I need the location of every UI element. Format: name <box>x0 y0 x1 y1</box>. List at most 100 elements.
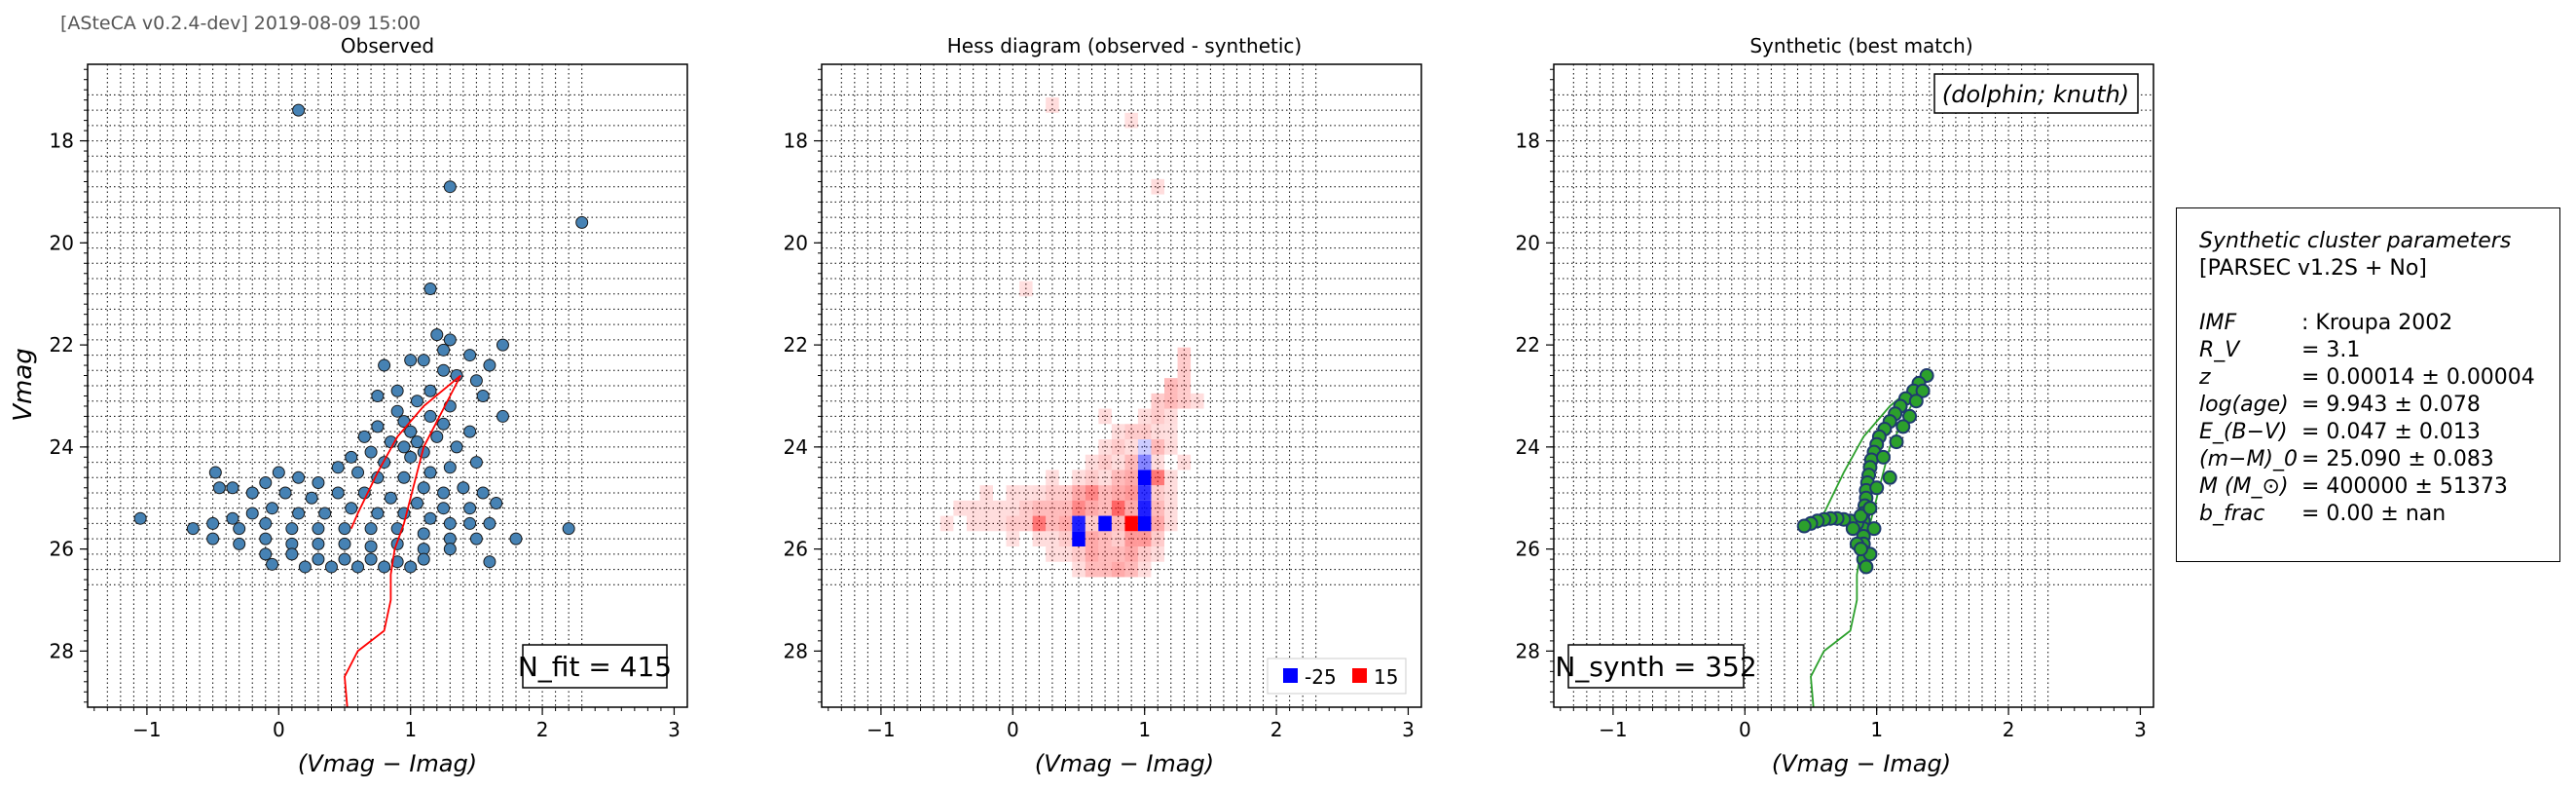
data-point <box>292 470 306 484</box>
data-point <box>463 349 477 362</box>
heat-cell <box>1137 454 1152 470</box>
heat-cell <box>1098 531 1112 546</box>
heat-cell <box>1098 408 1112 425</box>
heat-cell <box>1085 546 1099 562</box>
heat-cell <box>1137 561 1152 578</box>
x-tick-label: 2 <box>1270 718 1283 741</box>
data-point <box>397 470 411 484</box>
method-tag <box>1933 73 2139 114</box>
data-point <box>312 522 325 536</box>
y-tick-label: 20 <box>50 231 74 254</box>
data-point <box>483 555 497 569</box>
heat-cell <box>1046 97 1059 113</box>
heat-cell <box>1137 470 1152 486</box>
heat-cell <box>1151 424 1164 439</box>
heat-cell <box>1124 485 1138 501</box>
x-tick-label: −1 <box>132 718 161 741</box>
data-point <box>437 363 451 377</box>
bin-grid <box>1554 64 2153 707</box>
data-point <box>272 466 285 479</box>
heat-cell <box>966 515 980 532</box>
data-point <box>338 537 351 550</box>
y-tick-label: 22 <box>1516 333 1540 357</box>
data-point <box>463 502 477 515</box>
heat-cell <box>1164 470 1178 486</box>
heat-cell <box>1151 485 1164 501</box>
data-point <box>292 507 306 520</box>
data-point <box>437 343 451 357</box>
data-point <box>351 466 365 479</box>
data-point <box>443 516 457 530</box>
y-tick-label: 20 <box>1516 231 1540 254</box>
axes: −1 0 1 2 3 18 20 22 24 26 28 <box>784 63 1422 741</box>
heat-cell <box>966 500 980 516</box>
heat-cell <box>1151 531 1164 546</box>
heat-cell <box>1098 485 1112 501</box>
heat-cell <box>1032 500 1047 516</box>
synthetic-panel: Synthetic (best match) −1 0 1 2 3 18 20 22 24 26 2… <box>1516 34 2154 777</box>
heat-cell <box>1124 531 1138 546</box>
param-name: R_V <box>2199 338 2240 362</box>
params-subtitle: [PARSEC v1.2S + No] <box>2199 256 2427 281</box>
heat-cell <box>953 500 967 516</box>
n-synth-label: N_synth = 352 <box>1555 651 1756 683</box>
heat-cell <box>1085 500 1099 516</box>
method-tag-label: (dolphin; knuth) <box>1942 81 2129 108</box>
data-point <box>390 384 404 397</box>
heat-cells <box>939 97 1204 578</box>
y-tick-label: 24 <box>50 435 74 459</box>
data-point <box>423 409 437 423</box>
heat-cell <box>1006 485 1020 501</box>
data-marks <box>1796 368 1934 708</box>
heat-cell <box>1058 515 1073 532</box>
data-point <box>384 491 397 505</box>
data-point <box>483 358 497 372</box>
heat-cell <box>1111 515 1125 532</box>
data-point <box>364 540 378 553</box>
data-point <box>469 532 483 545</box>
heat-cell <box>1046 500 1059 516</box>
bin-grid <box>88 64 687 707</box>
heat-cell <box>1164 500 1178 516</box>
heat-cell <box>1072 546 1086 562</box>
data-point <box>338 522 351 536</box>
data-point <box>476 486 490 500</box>
data-point <box>469 374 483 388</box>
data-point <box>324 560 338 574</box>
data-point <box>1796 518 1812 534</box>
param-value: = 25.090 ± 0.083 <box>2301 447 2494 471</box>
heat-cell <box>1177 393 1192 409</box>
heat-cell <box>1164 393 1178 409</box>
data-point <box>226 481 239 495</box>
n-fit-badge <box>522 644 668 689</box>
heat-cell <box>1177 378 1192 394</box>
data-point <box>186 522 200 536</box>
heat-cell <box>1032 515 1047 532</box>
heat-cell <box>1058 485 1073 501</box>
param-name: b_frac <box>2199 502 2265 526</box>
data-point <box>443 333 457 347</box>
heat-cell <box>1046 485 1059 501</box>
heat-cell <box>993 500 1007 516</box>
heat-cell <box>1019 515 1033 532</box>
heat-cell <box>1098 515 1112 532</box>
version-stamp: [ASteCA v0.2.4-dev] 2019-08-09 15:00 <box>60 13 421 34</box>
heat-cell <box>1072 500 1086 516</box>
heat-cell <box>1019 281 1033 297</box>
data-point <box>378 358 391 372</box>
x-tick-label: 0 <box>1007 718 1019 741</box>
y-tick-label: 18 <box>784 130 808 153</box>
data-point <box>443 543 457 556</box>
heat-cell <box>1124 546 1138 562</box>
data-point <box>417 481 430 495</box>
heat-cell <box>1164 485 1178 501</box>
heat-cell <box>1006 531 1020 546</box>
legend-swatch-max <box>1352 668 1367 683</box>
heat-cell <box>1164 378 1178 394</box>
heat-cell <box>1006 515 1020 532</box>
heat-cell <box>979 500 993 516</box>
data-point <box>410 435 423 449</box>
data-point <box>1915 383 1931 398</box>
heat-cell <box>1019 485 1033 501</box>
x-tick-label: 1 <box>404 718 417 741</box>
